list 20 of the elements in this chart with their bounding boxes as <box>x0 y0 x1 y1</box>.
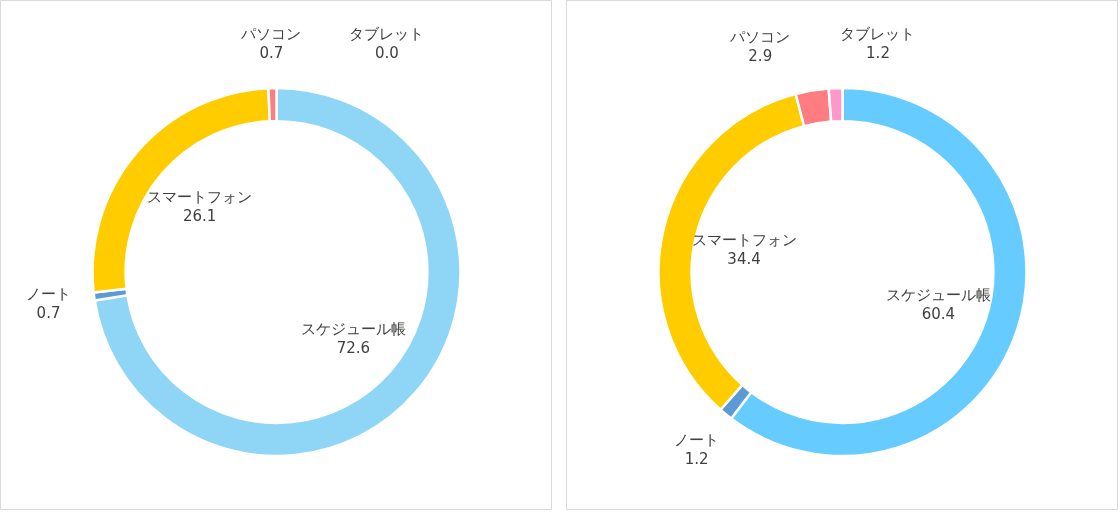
data-label: 34.4 <box>727 249 761 268</box>
slice-label: パソコン <box>240 24 302 43</box>
data-label: 26.1 <box>182 207 217 226</box>
slice-label: ノート <box>26 284 72 303</box>
slice-label: タブレット <box>840 24 916 43</box>
data-label: 0.7 <box>259 43 284 62</box>
slice-label: スマートフォン <box>147 188 253 207</box>
slice-label: ノート <box>674 431 720 450</box>
slice-label: スケジュール帳 <box>300 319 406 338</box>
text: 0.0 <box>374 43 399 62</box>
slice-label: パソコン <box>729 27 791 46</box>
slice-label: スケジュール帳 <box>885 286 991 305</box>
data-label: 60.4 <box>921 305 956 324</box>
slice-label: スマートフォン <box>691 230 797 249</box>
data-label: 0.7 <box>36 303 61 322</box>
data-label: 1.2 <box>684 450 709 469</box>
data-label: 1.2 <box>866 43 890 62</box>
data-label: 72.6 <box>336 338 371 357</box>
data-label: 2.9 <box>748 46 773 65</box>
category-label: タブレット <box>349 24 425 43</box>
